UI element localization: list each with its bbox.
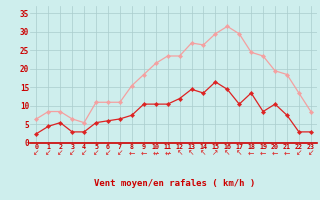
Text: ↚: ↚	[153, 148, 159, 158]
Text: ↙: ↙	[117, 148, 123, 158]
Text: ←: ←	[129, 148, 135, 158]
Text: ↖: ↖	[236, 148, 243, 158]
Text: ←: ←	[140, 148, 147, 158]
Text: Vent moyen/en rafales ( km/h ): Vent moyen/en rafales ( km/h )	[94, 179, 255, 188]
Text: ↖: ↖	[200, 148, 207, 158]
Text: ←: ←	[272, 148, 278, 158]
Text: ↖: ↖	[188, 148, 195, 158]
Text: ↙: ↙	[57, 148, 63, 158]
Text: ←: ←	[248, 148, 254, 158]
Text: ↚: ↚	[164, 148, 171, 158]
Text: ↙: ↙	[69, 148, 75, 158]
Text: ↙: ↙	[81, 148, 87, 158]
Text: ↙: ↙	[308, 148, 314, 158]
Text: ↖: ↖	[176, 148, 183, 158]
Text: ↙: ↙	[33, 148, 40, 158]
Text: ↙: ↙	[93, 148, 99, 158]
Text: ↗: ↗	[212, 148, 219, 158]
Text: ↙: ↙	[105, 148, 111, 158]
Text: ←: ←	[260, 148, 266, 158]
Text: ↙: ↙	[296, 148, 302, 158]
Text: ←: ←	[284, 148, 290, 158]
Text: ↙: ↙	[45, 148, 52, 158]
Text: ↖: ↖	[224, 148, 230, 158]
